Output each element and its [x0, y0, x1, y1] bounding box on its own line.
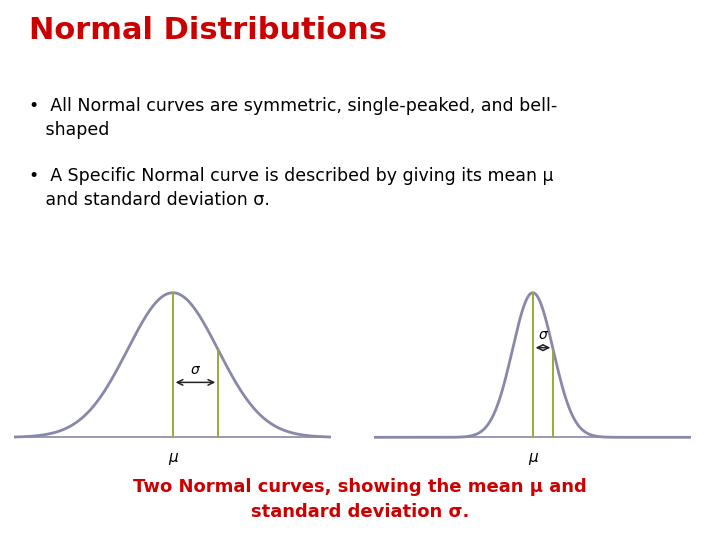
Text: μ: μ	[168, 450, 178, 465]
Text: •  All Normal curves are symmetric, single-peaked, and bell-
   shaped: • All Normal curves are symmetric, singl…	[29, 97, 557, 139]
Text: μ: μ	[528, 450, 538, 465]
Text: σ: σ	[539, 328, 547, 342]
Text: •  A Specific Normal curve is described by giving its mean μ
   and standard dev: • A Specific Normal curve is described b…	[29, 167, 553, 209]
Text: Two Normal curves, showing the mean μ and
standard deviation σ.: Two Normal curves, showing the mean μ an…	[133, 478, 587, 521]
Text: Normal Distributions: Normal Distributions	[29, 16, 387, 45]
Text: σ: σ	[191, 362, 200, 376]
